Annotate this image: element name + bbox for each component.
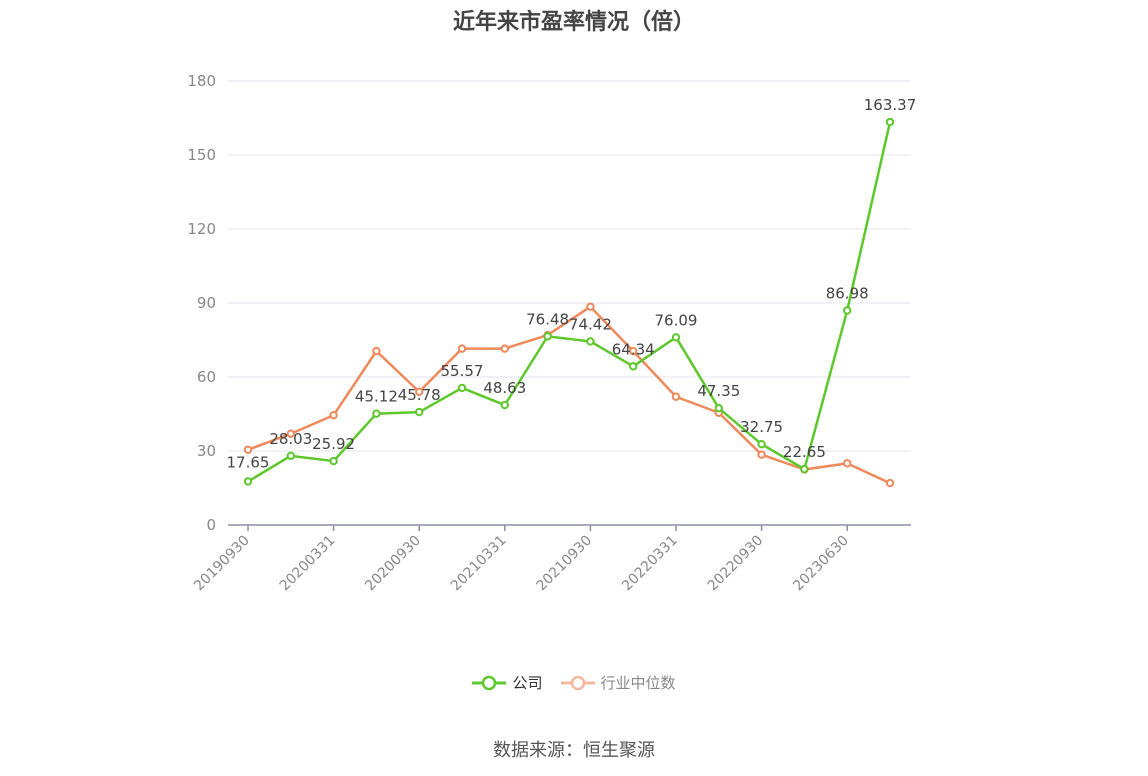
x-tick-label: 20200331 (277, 533, 339, 595)
industry-point (329, 411, 338, 420)
company-point (586, 337, 595, 346)
legend-item-industry[interactable]: 行业中位数 (560, 672, 676, 693)
legend-item-company[interactable]: 公司 (472, 672, 543, 693)
company-point (329, 456, 338, 466)
company-point (757, 440, 766, 449)
legend-label-industry: 行业中位数 (600, 674, 676, 692)
industry-point (671, 392, 681, 401)
grid-lines (228, 80, 911, 452)
industry-point (372, 346, 381, 356)
company-data-label: 74.42 (569, 315, 612, 333)
company-point (800, 464, 809, 474)
company-data-label: 22.65 (783, 443, 826, 461)
company-point (457, 383, 467, 393)
company-data-label: 86.98 (826, 284, 869, 302)
company-point (415, 407, 424, 417)
legend: 公司 行业中位数 (0, 672, 1148, 693)
company-point (543, 332, 552, 341)
company-data-label: 64.34 (612, 340, 655, 358)
industry-point (629, 346, 638, 356)
legend-label-company: 公司 (512, 674, 543, 692)
company-data-label: 76.48 (526, 310, 569, 328)
industry-point (586, 302, 595, 311)
x-tick-label: 20200930 (362, 533, 424, 595)
industry-point (843, 459, 852, 468)
company-series-line (247, 121, 892, 483)
company-data-label: 47.35 (697, 382, 740, 400)
company-data-label: 76.09 (655, 311, 698, 329)
x-tick-label: 20190930 (191, 533, 253, 595)
x-tick-label: 20230630 (790, 533, 852, 595)
industry-point (757, 450, 766, 459)
company-data-label: 45.78 (398, 386, 441, 404)
company-point (671, 333, 681, 342)
y-tick-label: 30 (197, 442, 216, 460)
company-point (885, 117, 895, 127)
company-data-label: 163.37 (864, 96, 917, 114)
y-tick-label: 90 (197, 294, 216, 312)
y-tick-label: 180 (187, 72, 216, 90)
company-point (714, 404, 723, 413)
company-data-label: 17.65 (227, 453, 270, 471)
industry-point (415, 387, 424, 396)
industry-point (286, 429, 295, 438)
series-lines (243, 117, 895, 488)
y-tick-label: 0 (206, 516, 216, 534)
company-data-label: 32.75 (740, 418, 783, 436)
company-point (372, 409, 381, 418)
company-point (629, 362, 638, 371)
legend-marker-industry (560, 675, 595, 690)
x-tick-label: 20210331 (448, 533, 510, 595)
company-data-label: 48.63 (483, 379, 526, 397)
company-data-label: 55.57 (441, 362, 484, 380)
chart-title: 近年来市盈率情况（倍） (452, 10, 695, 35)
industry-point (885, 478, 895, 488)
company-data-label: 25.92 (312, 435, 355, 453)
y-tick-label: 120 (187, 220, 216, 238)
company-data-label: 28.03 (269, 430, 312, 448)
y-tick-label: 150 (187, 146, 216, 164)
industry-point (500, 344, 509, 353)
industry-point (243, 445, 253, 454)
industry-point (457, 344, 467, 353)
y-tick-label: 60 (197, 368, 216, 386)
company-data-label: 45.12 (355, 388, 398, 406)
x-tick-label: 20220930 (705, 533, 767, 595)
company-point (500, 400, 509, 410)
x-tick-label: 20210930 (534, 533, 596, 595)
company-point (843, 306, 852, 315)
company-point (286, 451, 295, 461)
company-point (243, 477, 253, 486)
x-tick-label: 20220331 (619, 533, 681, 595)
industry-series-line (247, 305, 891, 485)
legend-marker-company (472, 675, 507, 690)
data-source: 数据来源：恒生聚源 (493, 740, 655, 761)
